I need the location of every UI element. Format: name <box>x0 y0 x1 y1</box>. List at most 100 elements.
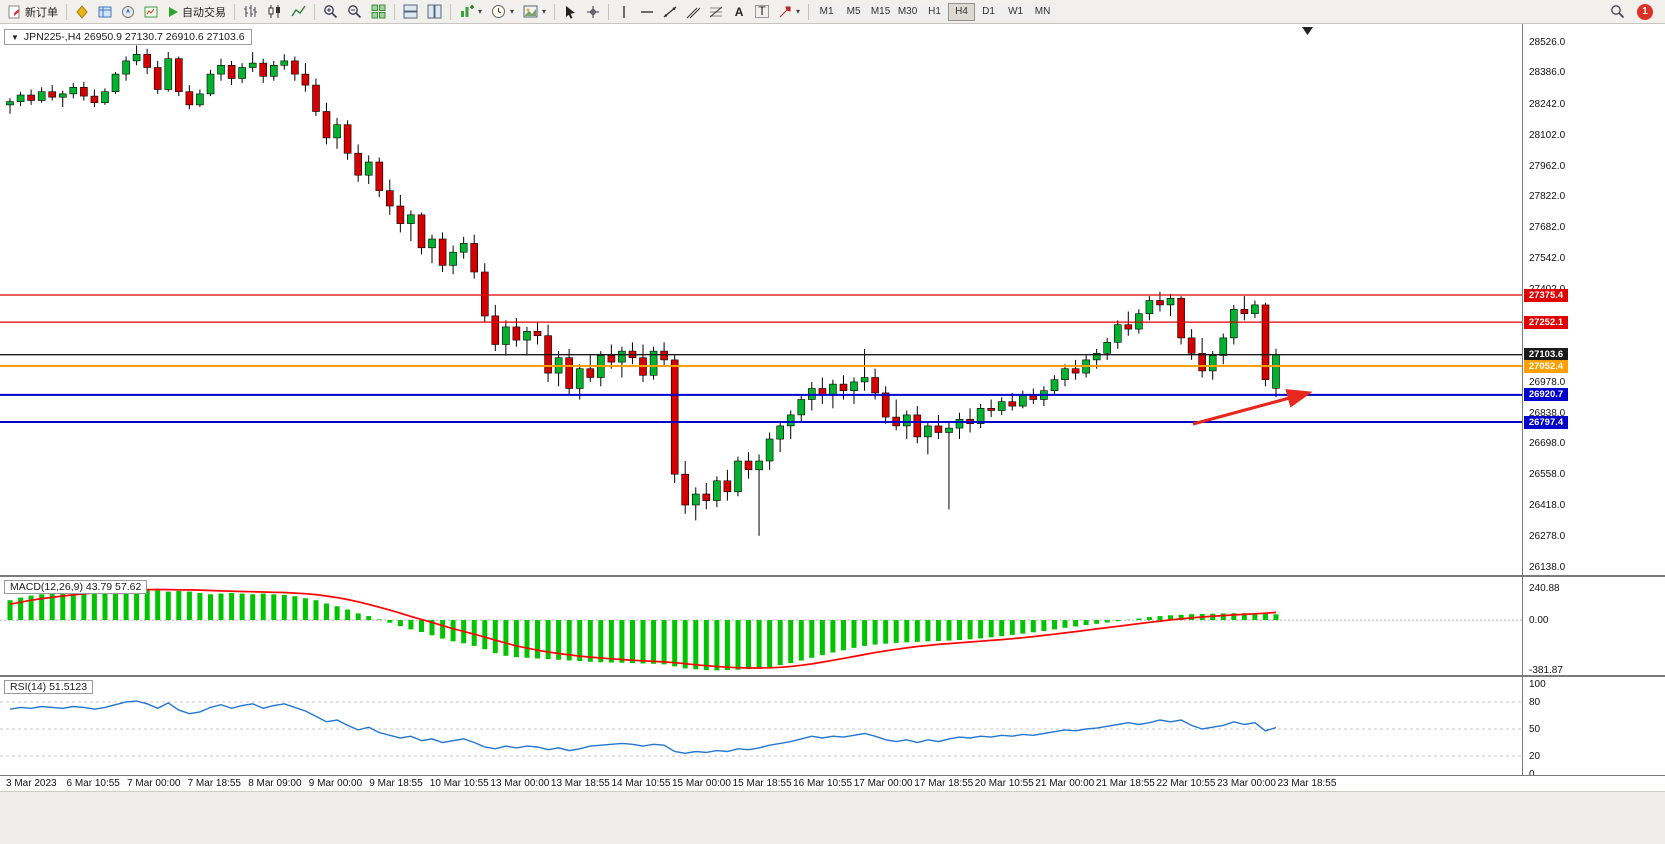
timeframe-h4-button[interactable]: H4 <box>948 2 976 21</box>
rsi-axis-label: 100 <box>1529 678 1546 690</box>
timeframe-m15-button[interactable]: M15 <box>867 2 895 21</box>
toolbar-separator <box>608 3 610 20</box>
zoom-in-icon <box>324 5 338 19</box>
timeframe-w1-button[interactable]: W1 <box>1002 2 1030 21</box>
zoom-out-icon <box>348 5 362 19</box>
rsi-axis-label: 50 <box>1529 723 1541 735</box>
indicators-button[interactable]: ▾ <box>455 2 486 22</box>
new-order-icon <box>8 5 20 18</box>
timeframe-h1-button[interactable]: H1 <box>921 2 949 21</box>
date-axis-label: 17 Mar 18:55 <box>914 778 974 789</box>
price-level-badge: 27052.4 <box>1524 359 1568 373</box>
vertical-line-button[interactable] <box>613 2 635 22</box>
chart-title-box[interactable]: ▼ JPN225-,H4 26950.9 27130.7 26910.6 271… <box>4 29 252 45</box>
date-axis-label: 9 Mar 00:00 <box>308 778 363 789</box>
templates-button[interactable]: ▾ <box>519 2 550 22</box>
auto-arrange-icon <box>371 4 386 19</box>
navigator-button[interactable] <box>117 2 139 22</box>
toolbar-separator <box>554 3 556 20</box>
crosshair-button[interactable] <box>582 2 604 22</box>
channel-icon <box>686 7 701 18</box>
date-axis-label: 16 Mar 10:55 <box>793 778 853 789</box>
toolbar-separator <box>234 3 235 20</box>
date-axis-label: 21 Mar 18:55 <box>1095 778 1155 789</box>
timeframe-m1-button[interactable]: M1 <box>813 2 841 21</box>
tile-vertical-button[interactable] <box>423 2 446 22</box>
timeframe-group: M1 M5 M15 M30 H1 H4 D1 W1 MN <box>813 2 1057 21</box>
cursor-button[interactable] <box>559 2 581 22</box>
price-axis-label: 27542.0 <box>1529 252 1566 264</box>
rsi-axis-label: 80 <box>1529 696 1541 708</box>
horizontal-line-icon <box>641 10 654 13</box>
date-axis[interactable]: 3 Mar 2023 6 Mar 10:55 7 Mar 00:00 7 Mar 18… <box>0 775 1665 791</box>
price-axis-label: 28242.0 <box>1529 98 1566 110</box>
bar-chart-button[interactable] <box>239 2 262 22</box>
macd-panel[interactable]: MACD(12,26,9) 43.79 57.62 240.88 0.00 -381… <box>0 575 1665 676</box>
timeframe-mn-button[interactable]: MN <box>1029 2 1057 21</box>
macd-title: MACD(12,26,9) 43.79 57.62 <box>4 580 148 594</box>
toolbar-separator <box>314 3 315 20</box>
price-level-badge: 26920.7 <box>1524 388 1568 402</box>
tile-horizontal-button[interactable] <box>399 2 422 22</box>
text-tool-button[interactable]: A <box>728 2 750 22</box>
toolbar: 新订单 自动交易 ▾ <box>0 0 1665 24</box>
fibonacci-button[interactable] <box>705 2 727 22</box>
timeframe-m30-button[interactable]: M30 <box>894 2 922 21</box>
price-axis-label: 27822.0 <box>1529 191 1566 203</box>
macd-chart <box>0 588 1522 671</box>
tile-horizontal-icon <box>403 4 418 19</box>
arrows-tool-icon <box>779 6 791 17</box>
date-axis-label: 7 Mar 00:00 <box>127 778 181 789</box>
horizontal-line-button[interactable] <box>636 2 658 22</box>
timeframe-m5-button[interactable]: M5 <box>840 2 868 21</box>
price-axis-label: 26278.0 <box>1529 530 1566 542</box>
dropdown-caret: ▾ <box>510 7 515 16</box>
rsi-title: RSI(14) 51.5123 <box>4 680 94 694</box>
label-tool-button[interactable]: T <box>751 2 773 22</box>
search-button[interactable] <box>1606 2 1629 22</box>
macd-axis-label: 240.88 <box>1529 582 1560 594</box>
arrows-tool-button[interactable]: ▾ <box>774 2 804 22</box>
date-axis-label: 13 Mar 18:55 <box>550 778 610 789</box>
autotrading-label: 自动交易 <box>182 6 226 19</box>
date-axis-label: 22 Mar 10:55 <box>1156 778 1216 789</box>
data-window-icon <box>98 6 112 17</box>
date-axis-label: 20 Mar 10:55 <box>974 778 1034 789</box>
price-chart-panel[interactable]: ▼ JPN225-,H4 26950.9 27130.7 26910.6 271… <box>0 24 1665 575</box>
price-axis-label: 26978.0 <box>1529 376 1566 388</box>
crosshair-icon <box>587 5 600 18</box>
trendline-button[interactable] <box>659 2 681 22</box>
notification-badge[interactable]: 1 <box>1637 3 1653 20</box>
market-watch-button[interactable] <box>71 2 93 22</box>
candlestick-chart-button[interactable] <box>263 2 286 22</box>
market-watch-icon <box>76 4 88 19</box>
periods-button[interactable]: ▾ <box>487 2 518 22</box>
price-axis-label: 27962.0 <box>1529 160 1566 172</box>
template-icon <box>523 5 538 18</box>
price-level-badge: 27375.4 <box>1524 288 1568 302</box>
terminal-button[interactable] <box>140 2 162 22</box>
rsi-panel[interactable]: RSI(14) 51.5123 100 80 50 20 0 <box>0 675 1665 780</box>
zoom-out-button[interactable] <box>343 2 366 22</box>
terminal-icon <box>144 6 158 17</box>
price-axis[interactable]: 28526.0 28386.0 28242.0 28102.0 27962.0 27822… <box>1522 24 1665 575</box>
rsi-axis: 100 80 50 20 0 <box>1522 677 1665 780</box>
toolbar-separator <box>66 3 67 20</box>
price-level-badge: 27252.1 <box>1524 315 1568 329</box>
date-axis-label: 13 Mar 00:00 <box>490 778 550 789</box>
autotrading-button[interactable]: 自动交易 <box>163 2 230 22</box>
search-icon <box>1611 5 1625 19</box>
data-window-button[interactable] <box>94 2 116 22</box>
text-tool-icon: A <box>734 4 744 19</box>
new-order-button[interactable]: 新订单 <box>4 2 62 22</box>
zoom-in-button[interactable] <box>319 2 342 22</box>
channel-button[interactable] <box>682 2 704 22</box>
date-axis-label: 23 Mar 18:55 <box>1277 778 1337 789</box>
price-axis-label: 26558.0 <box>1529 469 1566 481</box>
candlestick-chart[interactable] <box>0 24 1522 575</box>
line-chart-button[interactable] <box>287 2 310 22</box>
auto-arrange-button[interactable] <box>367 2 390 22</box>
macd-axis-label: 0.00 <box>1529 614 1549 626</box>
timeframe-d1-button[interactable]: D1 <box>975 2 1003 21</box>
dropdown-caret: ▾ <box>478 7 483 16</box>
